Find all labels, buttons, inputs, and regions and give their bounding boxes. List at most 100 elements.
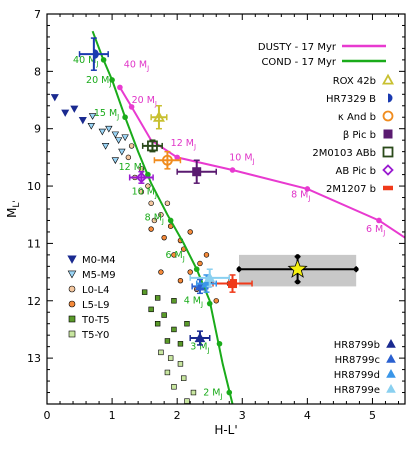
field-t0-t5-point-0 <box>141 289 148 295</box>
field-t0-t5-point-0-shape <box>141 289 148 295</box>
model-1-mass-point-7 <box>216 340 223 347</box>
field-m5-m9-point-7 <box>118 148 126 156</box>
companion-5-marker <box>135 171 148 184</box>
field-m5-m9-point-2-shape <box>98 128 107 136</box>
plot-inner: 40 MJ 20 MJ 15 MJ 12 MJ 10 MJ 8 MJ 6 MJ 4 MJ 3 M… <box>50 30 405 404</box>
mass-label-14: 8 MJ <box>291 190 310 203</box>
field-m5-m9-point-5 <box>101 143 110 150</box>
field-l0-l4-point-6 <box>148 200 154 206</box>
field-t5-y0-point-4-shape <box>180 375 187 381</box>
x-tick-label-3: 3 <box>239 409 246 422</box>
field-l5-l9-point-13-shape <box>177 277 184 284</box>
model-1-mass-point-0 <box>100 57 107 63</box>
legend-companion-marker-1 <box>388 93 393 103</box>
legend-companion-marker-3-shape <box>383 129 393 139</box>
field-m5-m9-point-6 <box>114 137 123 144</box>
field-m5-m9-point-3-shape <box>105 125 113 133</box>
field-t0-t5-point-7 <box>184 321 190 327</box>
model-0-mass-point-1 <box>128 104 135 110</box>
field-t0-t5-point-4-shape <box>171 298 177 304</box>
field-m5-m9-point-9-shape <box>121 134 129 142</box>
mass-label-2: 15 MJ <box>94 108 119 121</box>
companion-6-marker-shape <box>228 279 238 289</box>
legend-hr8799-marker-3-shape <box>386 383 396 393</box>
field-t0-t5-point-8-shape <box>164 338 171 344</box>
field-l0-l4-point-5-shape <box>138 189 145 195</box>
companion-0-marker-shape <box>152 110 165 122</box>
field-t0-t5-point-7-shape <box>184 321 190 327</box>
model-curve-0 <box>119 86 405 239</box>
field-t5-y0-point-6 <box>190 389 197 396</box>
mass-label-8: 3 MJ <box>190 342 209 355</box>
legend: DUSTY - 17 Myr COND - 17 Myr ROX 42b HR7329… <box>67 42 396 396</box>
legend-field-label-0: M0-M4 <box>82 255 116 266</box>
field-l5-l9-point-8-shape <box>203 252 210 258</box>
field-m5-m9-point-9 <box>121 134 129 142</box>
legend-companion-label-6: 2M1207 b <box>326 184 376 195</box>
field-t5-y0-point-3 <box>164 369 171 376</box>
field-m0-m4-point-2-shape <box>70 105 79 113</box>
mass-label-12: 12 MJ <box>171 138 196 151</box>
field-l0-l4-point-6-shape <box>148 200 154 206</box>
model-0-mass-point-2 <box>174 154 180 161</box>
legend-companion-label-2: κ And b <box>338 112 376 123</box>
companion-0 <box>150 105 168 130</box>
model-1-mass-point-6 <box>206 300 213 307</box>
legend-model-label-1: COND - 17 Myr <box>261 57 336 68</box>
field-t0-t5-point-9-shape <box>177 341 184 347</box>
legend-field-marker-3-shape <box>68 300 76 308</box>
legend-hr8799-marker-2 <box>386 368 396 378</box>
field-l5-l9-point-7-shape <box>197 260 203 267</box>
companion-7-marker-shape <box>194 332 206 343</box>
legend-companion-label-0: ROX 42b <box>333 76 376 87</box>
companion-4-marker-shape <box>147 140 158 152</box>
companion-1 <box>78 37 109 71</box>
mass-label-15: 6 MJ <box>366 224 385 237</box>
legend-companion-marker-4-shape <box>382 146 394 158</box>
field-t5-y0-point-7-shape <box>184 398 190 404</box>
field-m0-m4-point-1-shape <box>61 109 70 117</box>
x-tick-label-2: 2 <box>174 409 181 422</box>
field-l5-l9-point-0-shape <box>148 226 154 232</box>
companion-6-marker <box>228 279 238 289</box>
field-l0-l4-point-7-shape <box>151 217 158 224</box>
model-1-mass-point-4 <box>167 217 174 224</box>
field-m0-m4-point-0-shape <box>50 94 59 102</box>
field-t0-t5-point-3 <box>161 312 167 318</box>
x-axis-label: H-L' <box>214 423 237 437</box>
y-tick-label-2: 9 <box>34 123 41 136</box>
legend-companion-label-3: β Pic b <box>343 130 376 141</box>
target-end-bottom <box>295 279 301 285</box>
legend-hr8799-marker-2-shape <box>386 368 396 378</box>
field-l5-l9-point-0 <box>148 226 154 232</box>
field-l0-l4-point-7 <box>151 217 158 224</box>
field-t5-y0-point-5-shape <box>171 384 177 390</box>
field-l0-l4-point-5 <box>138 189 145 195</box>
companion-3-marker <box>192 167 202 177</box>
legend-field-label-2: L0-L4 <box>82 285 109 296</box>
field-l0-l4-point-8 <box>158 212 164 218</box>
field-l5-l9-point-9 <box>187 269 193 275</box>
legend-companion-marker-6 <box>383 185 393 191</box>
mass-label-5: 8 MJ <box>145 212 164 225</box>
mass-label-13: 10 MJ <box>229 152 254 165</box>
field-m5-m9-point-6-shape <box>114 137 123 144</box>
legend-field-marker-0 <box>67 255 77 264</box>
model-1-mass-point-2 <box>122 114 128 121</box>
legend-hr8799-label-0: HR8799b <box>334 340 380 351</box>
legend-companion-marker-6-shape <box>383 185 393 191</box>
legend-hr8799-label-3: HR8799e <box>334 385 380 396</box>
field-l5-l9-point-5 <box>171 252 177 258</box>
legend-field-marker-5 <box>68 330 76 338</box>
legend-companion-marker-2-shape <box>382 110 394 122</box>
companion-9-marker <box>201 278 212 288</box>
field-m0-m4-point-3-shape <box>78 117 87 125</box>
field-t0-t5-point-6 <box>171 326 177 333</box>
y-tick-label-1: 8 <box>34 65 41 78</box>
legend-field-marker-4 <box>68 315 76 323</box>
companion-10-marker <box>204 272 216 282</box>
field-t0-t5-point-2 <box>148 306 154 313</box>
field-m5-m9-point-8-shape <box>111 157 120 165</box>
legend-field-marker-2 <box>68 285 76 293</box>
legend-field-marker-3 <box>68 300 76 308</box>
